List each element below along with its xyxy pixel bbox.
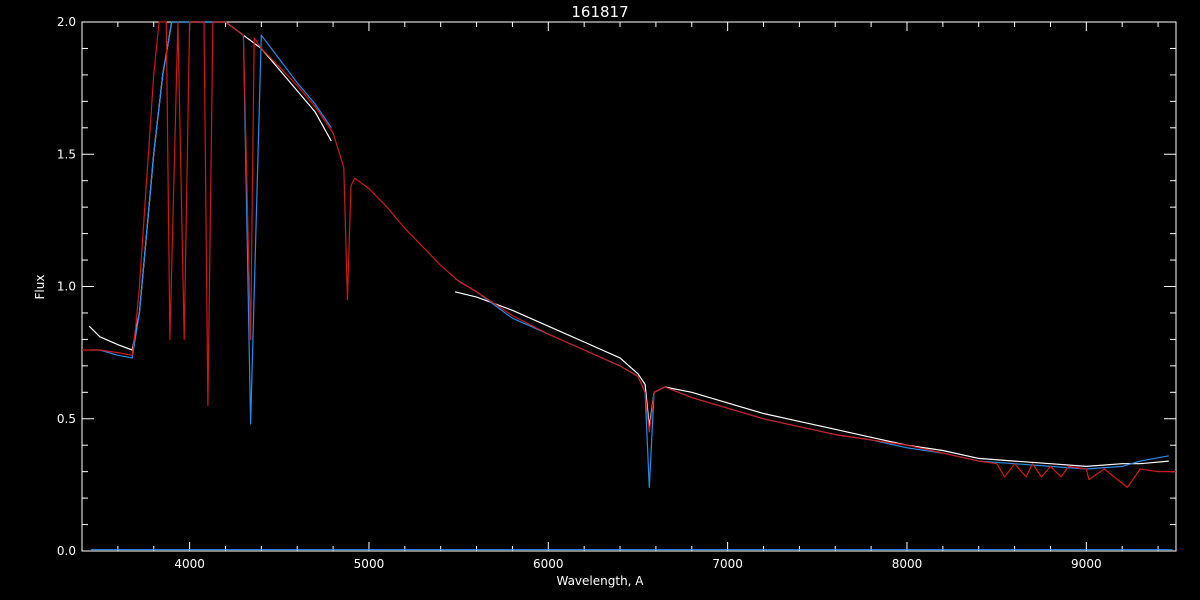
x-tick-label: 6000 (533, 557, 564, 571)
plot-frame (81, 21, 1177, 552)
y-axis-label: Flux (33, 274, 47, 300)
y-tick-label: 1.0 (57, 280, 76, 294)
series-lines (82, 21, 1176, 551)
x-tick-label: 7000 (712, 557, 743, 571)
series-line-model-0 (82, 21, 1176, 489)
y-tick-label: 0.0 (57, 544, 76, 558)
x-tick-label: 4000 (174, 557, 205, 571)
x-tick-label: 8000 (892, 557, 923, 571)
x-tick-label: 5000 (354, 557, 385, 571)
y-tick-label: 2.0 (57, 15, 76, 29)
x-axis-label: Wavelength, A (556, 574, 644, 588)
chart-title: 161817 (571, 3, 629, 21)
x-tick-label: 9000 (1071, 557, 1102, 571)
y-tick-label: 1.5 (57, 147, 76, 161)
axis-ticks: 4000 5000 6000 7000 8000 9000 0.0 0.5 1.0 1.5 2.0 (57, 15, 1176, 571)
y-tick-label: 0.5 (57, 412, 76, 426)
